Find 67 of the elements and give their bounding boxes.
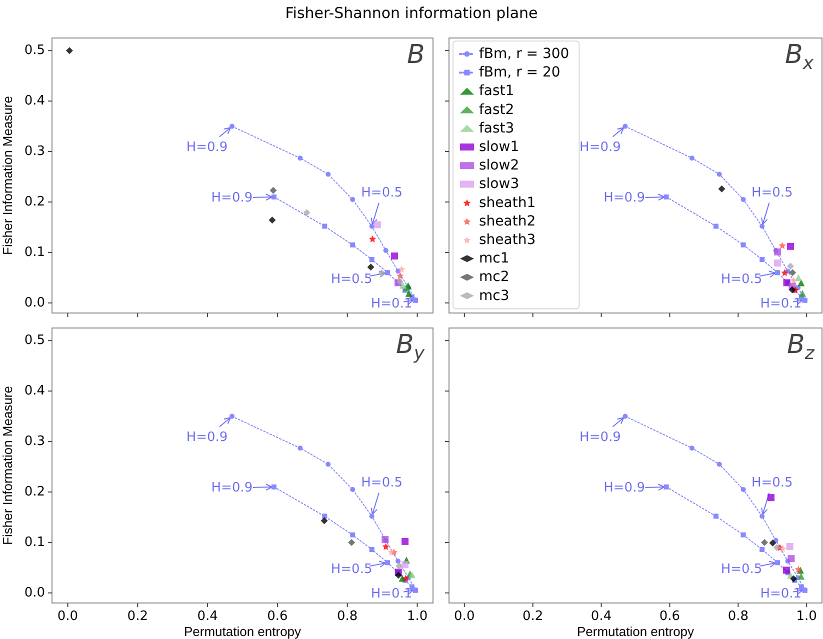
y-tick-label: 0.5 — [24, 333, 45, 348]
x-tick-label: 0.6 — [267, 609, 288, 624]
annotation: H=0.1 — [760, 586, 802, 602]
y-tick-label: 0.2 — [24, 194, 45, 210]
legend-label: sheath1 — [479, 194, 536, 211]
x-tick-label: 0.8 — [337, 609, 358, 624]
legend-label: fast3 — [479, 120, 514, 136]
annotation: H=0.9 — [186, 430, 228, 445]
y-tick-label: 0.4 — [24, 94, 45, 109]
x-tick-label: 0.0 — [454, 609, 475, 624]
text: Fisher-Shannon information plane — [284, 4, 539, 22]
y-tick-label: 0.5 — [24, 43, 45, 58]
legend-label: mc2 — [479, 269, 510, 286]
annotation: H=0.9 — [580, 430, 621, 445]
annotation: H=0.9 — [580, 140, 621, 155]
annotation: H=0.9 — [211, 480, 253, 496]
x-axis-title: Permutation entropy — [184, 624, 302, 639]
legend-label: fBm, r = 20 — [479, 64, 560, 81]
y-axis-title: Fisher Information Measure — [0, 96, 15, 255]
legend-label: slow2 — [479, 158, 520, 174]
annotation: H=0.5 — [720, 562, 762, 578]
chart-title: B$_{z}$ — [787, 330, 814, 364]
legend-label: fBm, r = 300 — [479, 46, 570, 62]
annotation: H=0.5 — [361, 186, 402, 201]
y-tick-label: 0.0 — [24, 585, 45, 600]
y-tick-label: 0.4 — [24, 384, 45, 399]
x-tick-label: 0.0 — [57, 609, 78, 624]
annotation: H=0.5 — [751, 186, 793, 201]
annotation: H=0.1 — [370, 296, 412, 312]
x-tick-label: 1.0 — [796, 609, 817, 624]
x-tick-label: 1.0 — [406, 609, 428, 624]
legend-label: fast2 — [479, 102, 514, 118]
annotation: H=0.5 — [330, 272, 372, 288]
annotation: H=0.9 — [604, 480, 645, 496]
x-tick-label: 0.4 — [590, 609, 612, 624]
annotation: H=0.9 — [186, 140, 228, 155]
legend-label: slow1 — [479, 139, 520, 155]
annotation: H=0.9 — [211, 190, 253, 206]
x-tick-label: 0.4 — [197, 609, 218, 624]
legend-label: mc1 — [479, 250, 510, 267]
annotation: H=0.5 — [330, 562, 372, 578]
y-tick-label: 0.1 — [24, 244, 45, 260]
annotation: H=0.5 — [751, 476, 793, 491]
annotation: H=0.5 — [720, 272, 762, 288]
x-tick-label: 0.2 — [522, 609, 544, 624]
y-tick-label: 0.3 — [24, 434, 45, 450]
y-tick-label: 0.1 — [24, 534, 45, 550]
legend-label: fast1 — [479, 83, 514, 100]
y-axis-title: Fisher Information Measure — [0, 386, 15, 545]
legend-label: sheath2 — [479, 213, 536, 230]
chart-title: B — [407, 40, 425, 70]
chart-title: B$_{x}$ — [785, 40, 814, 74]
annotation: H=0.5 — [361, 476, 402, 491]
annotation: H=0.1 — [760, 296, 802, 312]
y-tick-label: 0.2 — [24, 484, 45, 500]
annotation: H=0.1 — [370, 586, 412, 602]
legend-label: slow3 — [479, 176, 520, 192]
legend-label: mc3 — [479, 288, 510, 304]
y-tick-label: 0.3 — [24, 144, 45, 160]
legend-label: sheath3 — [479, 232, 536, 248]
y-tick-label: 0.0 — [24, 295, 45, 310]
x-tick-label: 0.8 — [728, 609, 749, 624]
x-axis-title: Permutation entropy — [576, 624, 695, 639]
chart-title: B$_{y}$ — [396, 330, 424, 364]
x-tick-label: 0.6 — [659, 609, 680, 624]
x-tick-label: 0.2 — [127, 609, 148, 624]
annotation: H=0.9 — [604, 190, 645, 206]
